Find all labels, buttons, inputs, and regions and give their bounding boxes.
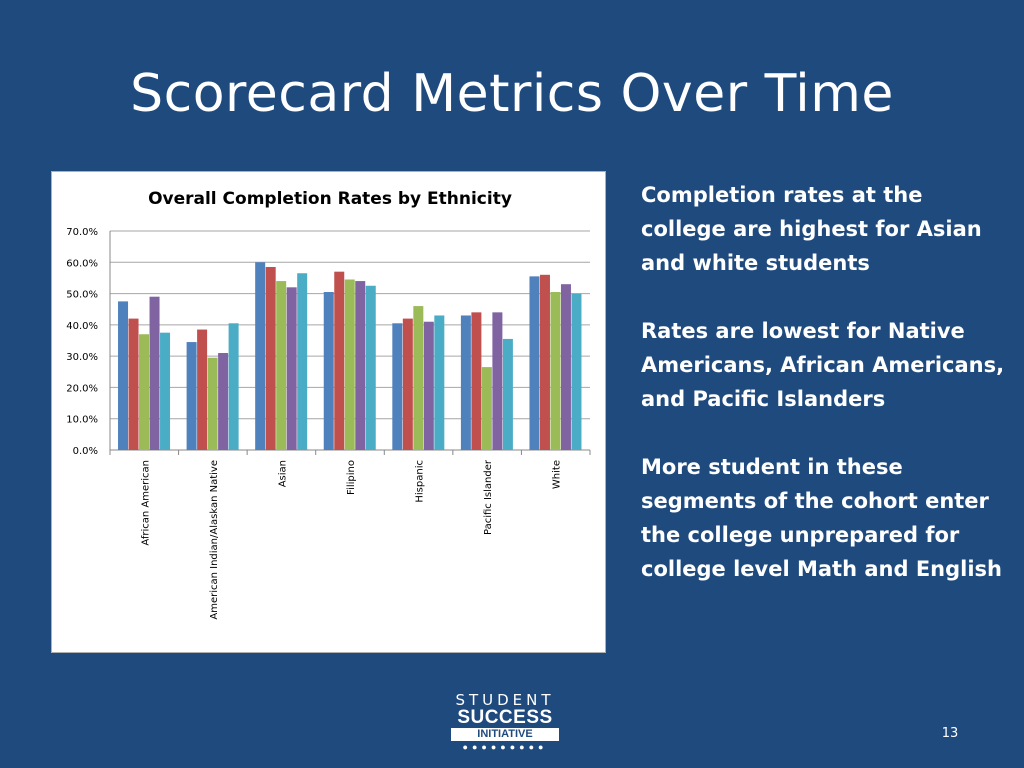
y-tick-label: 0.0% [73,446,98,457]
category-label: African American [140,460,151,546]
chart-title: Overall Completion Rates by Ethnicity [148,189,512,209]
bar [560,284,571,450]
bullet-point: Completion rates at the college are high… [641,183,982,275]
y-tick-label: 30.0% [66,352,98,363]
bar [392,323,403,450]
logo-line-student: STUDENT [455,691,555,709]
bar [265,266,276,450]
category-label: Hispanic [415,460,426,503]
bar [323,292,334,450]
bar [186,342,197,450]
bar [218,353,229,450]
bullet-point: Rates are lowest for Native Americans, A… [641,319,1005,411]
bar [471,312,482,450]
chart-container: Overall Completion Rates by Ethnicity 0.… [51,171,606,653]
slide-title: Scorecard Metrics Over Time [130,64,894,124]
category-label: Asian [277,460,288,487]
category-label: White [552,460,563,489]
logo-dots: ●●●●●●●●● [462,742,548,752]
bar [539,274,550,450]
bar [413,306,424,450]
y-tick-label: 40.0% [66,321,98,332]
bar [434,315,445,450]
y-tick-label: 60.0% [66,258,98,269]
y-tick-label: 70.0% [66,227,98,238]
page-number: 13 [941,726,959,741]
bar [118,301,129,450]
bar [276,281,287,450]
logo-line-initiative: INITIATIVE [451,728,559,741]
bar [255,262,266,450]
bar [502,338,513,450]
bar [334,271,345,450]
logo-line-success: SUCCESS [457,707,553,728]
bar [207,357,218,450]
category-label: American Indian/Alaskan Native [209,460,220,620]
y-tick-label: 10.0% [66,415,98,426]
category-label: Pacific Islander [483,459,494,535]
bar [481,367,492,450]
bullet-point: More student in these segments of the co… [641,455,1002,581]
bar [492,312,503,450]
bar [571,293,582,450]
bar [355,281,366,450]
bar [402,318,413,450]
bar [160,332,171,450]
bar [460,315,471,450]
bar [529,276,540,450]
bar [128,318,139,450]
bar [344,279,355,450]
bar [149,296,160,450]
bar [197,329,208,450]
bar [365,285,376,450]
y-tick-label: 50.0% [66,290,98,301]
bar [550,292,561,450]
student-success-initiative-logo: STUDENT SUCCESS INITIATIVE ●●●●●●●●● [446,692,564,754]
bar [286,287,297,450]
y-tick-label: 20.0% [66,383,98,394]
bar [228,323,239,450]
category-label: Filipino [346,460,357,495]
bar [423,321,434,450]
bar [139,334,150,450]
bullet-list: Completion rates at the college are high… [641,178,1011,620]
completion-rates-chart: Overall Completion Rates by Ethnicity 0.… [66,189,591,620]
bar [297,273,308,450]
